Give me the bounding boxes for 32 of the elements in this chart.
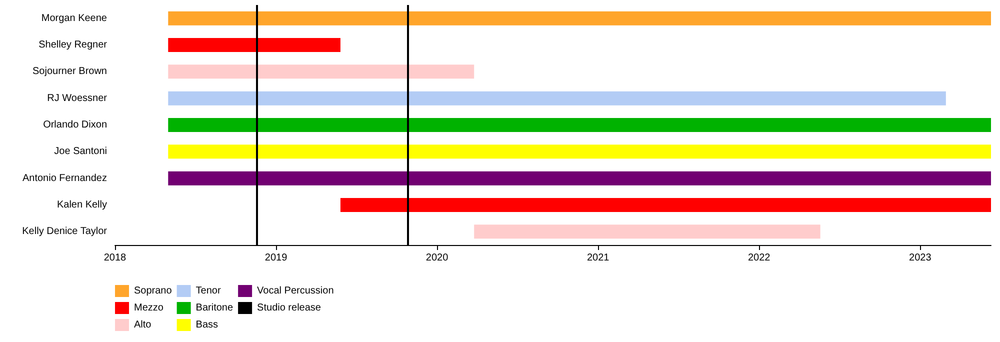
- y-tick-label: Morgan Keene: [41, 12, 108, 24]
- bar: [168, 91, 946, 106]
- y-tick-label: Kalen Kelly: [56, 200, 107, 210]
- y-tick-label: Kelly Denice Taylor: [22, 226, 108, 238]
- y-tick-label: Antonio Fernandez: [22, 172, 107, 184]
- x-tick-label: 2020: [426, 252, 449, 264]
- x-tick-label: 2019: [264, 252, 288, 264]
- bar: [340, 198, 991, 212]
- y-tick-label: Orlando Dixon: [43, 120, 107, 130]
- x-tick-label: 2021: [586, 252, 610, 264]
- y-tick-label: Shelley Regner: [38, 40, 108, 50]
- legend-label: Alto: [134, 320, 152, 330]
- bar: [168, 38, 340, 52]
- y-tick-label: RJ Woessner: [47, 92, 108, 104]
- legend-label: Vocal Percussion: [257, 286, 334, 296]
- legend-label: Baritone: [196, 302, 234, 314]
- bar: [168, 144, 991, 159]
- bar: [168, 118, 991, 132]
- bar: [474, 224, 820, 239]
- y-tick-label: Sojourner Brown: [32, 66, 107, 78]
- x-tick-label: 2018: [104, 252, 127, 264]
- y-tick-label: Joe Santoni: [54, 146, 107, 158]
- bar: [168, 64, 474, 79]
- legend-label: Tenor: [196, 286, 222, 296]
- bar: [168, 11, 991, 26]
- x-tick-label: 2023: [909, 252, 932, 264]
- x-tick-label: 2022: [748, 252, 771, 264]
- bar: [168, 171, 991, 186]
- legend-label: Soprano: [134, 286, 172, 296]
- legend-label: Studio release: [257, 302, 322, 314]
- legend-label: Bass: [196, 320, 218, 330]
- legend-label: Mezzo: [134, 302, 164, 314]
